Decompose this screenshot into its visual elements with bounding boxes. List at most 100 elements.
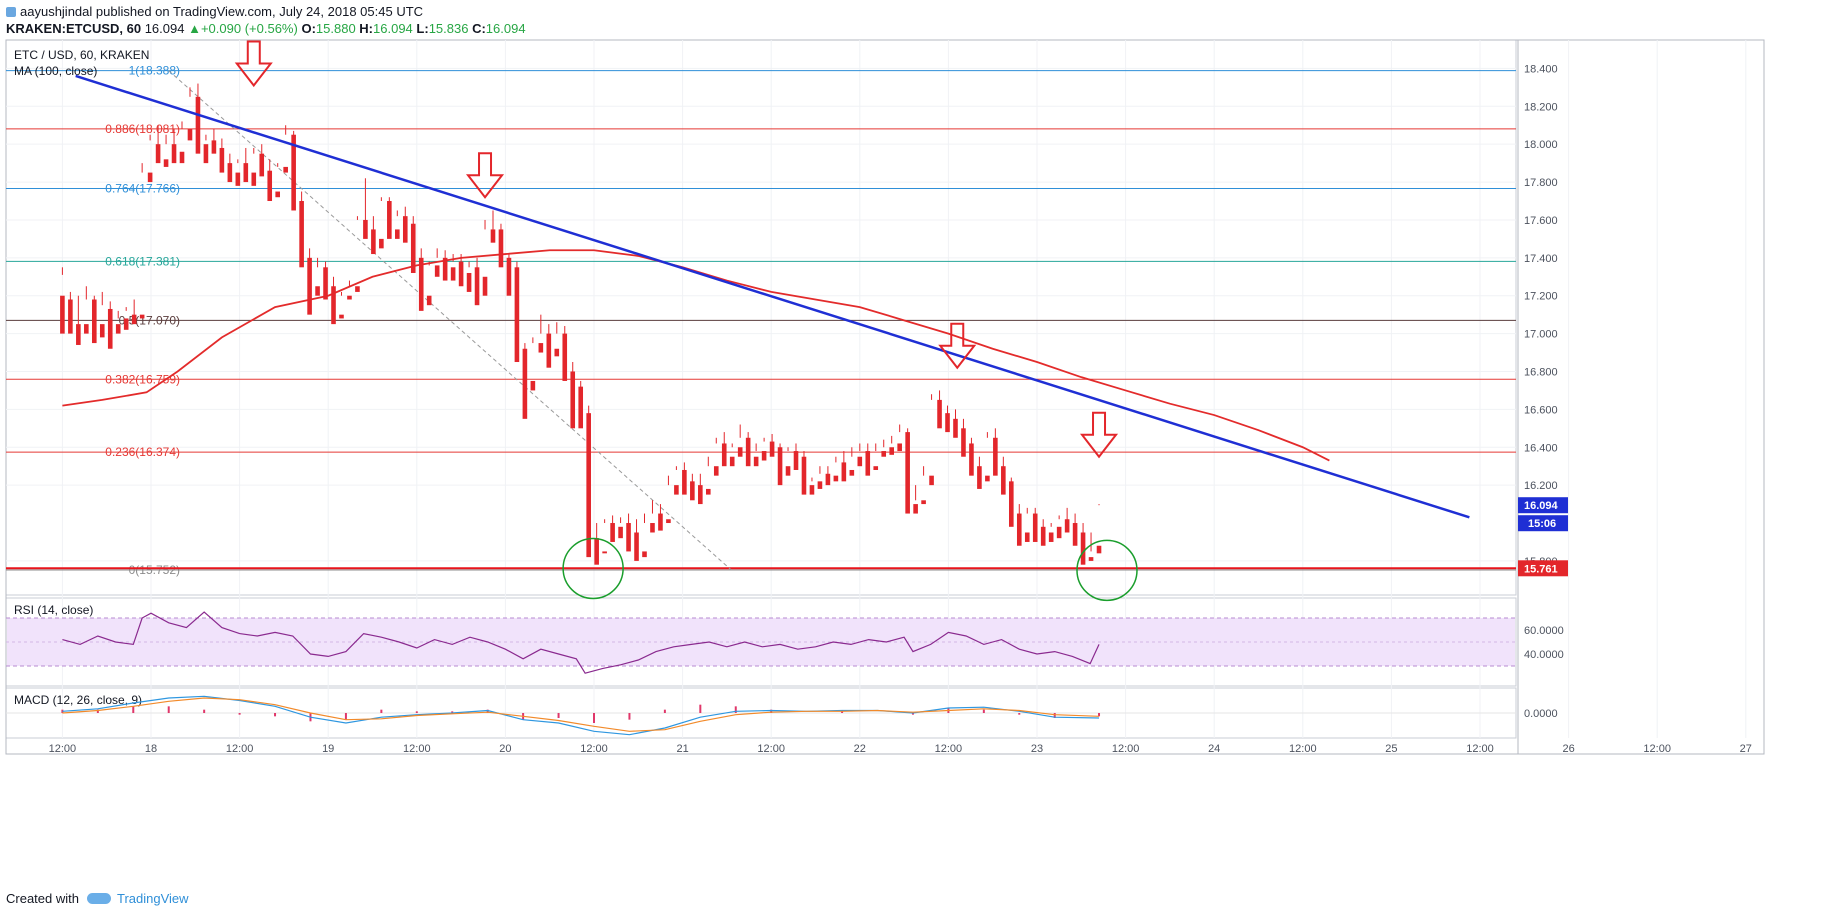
time-tick-label: 12:00 bbox=[49, 743, 77, 755]
time-tick-label: 12:00 bbox=[1643, 743, 1671, 755]
candle-body bbox=[809, 485, 815, 495]
symbol-line: KRAKEN:ETCUSD, 60 16.094 ▲+0.090 (+0.56%… bbox=[6, 21, 526, 36]
candle-body bbox=[889, 447, 894, 455]
candle-body bbox=[60, 295, 65, 334]
chart-title: ETC / USD, 60, KRAKEN bbox=[14, 48, 149, 62]
candle-body bbox=[307, 257, 312, 315]
fib-level-label: 0.886(18.081) bbox=[105, 122, 180, 136]
candle-body bbox=[347, 295, 352, 300]
support-circle-icon bbox=[562, 537, 624, 600]
candle-body bbox=[1040, 526, 1046, 546]
rsi-line bbox=[62, 611, 1100, 674]
candle-body bbox=[713, 466, 719, 476]
price-tick-label: 17.400 bbox=[1524, 253, 1558, 265]
candle-body bbox=[929, 475, 934, 486]
macd-tick-label: 0.0000 bbox=[1524, 708, 1558, 720]
candle-body bbox=[123, 318, 129, 330]
candle-body bbox=[323, 267, 328, 300]
candle-body bbox=[769, 441, 775, 457]
candle-body bbox=[355, 286, 360, 292]
support-price-badge-text: 15.761 bbox=[1524, 563, 1558, 575]
candle-body bbox=[674, 485, 679, 495]
candle-body bbox=[466, 272, 472, 292]
candle-body bbox=[426, 295, 432, 306]
ma-legend-label: MA (100, close) bbox=[14, 64, 97, 78]
candle-body bbox=[1032, 513, 1038, 542]
candle-body bbox=[1072, 523, 1078, 546]
candle-body bbox=[578, 386, 584, 429]
candle-body bbox=[434, 265, 440, 277]
candle-body bbox=[546, 333, 552, 368]
candle-body bbox=[1009, 481, 1014, 527]
candle-body bbox=[498, 229, 504, 268]
created-with-text: Created with bbox=[6, 891, 79, 906]
rsi-tick-label: 40.0000 bbox=[1524, 649, 1564, 661]
time-tick-label: 12:00 bbox=[1289, 743, 1317, 755]
candle-body bbox=[76, 324, 81, 345]
candle-body bbox=[618, 526, 623, 539]
last-price: 16.094 bbox=[144, 21, 185, 36]
resistance-arrow-icon bbox=[938, 322, 977, 370]
price-tick-label: 16.400 bbox=[1524, 442, 1558, 454]
price-tick-label: 17.800 bbox=[1524, 177, 1558, 189]
candle-body bbox=[658, 513, 663, 531]
candle-body bbox=[91, 299, 97, 344]
candle-body bbox=[131, 314, 137, 325]
candle-body bbox=[881, 451, 887, 457]
candle-body bbox=[594, 538, 599, 565]
fib-level-label: 0.236(16.374) bbox=[105, 445, 180, 459]
last-price-badge bbox=[1518, 497, 1568, 514]
candle-body bbox=[155, 144, 161, 164]
low-label: L: bbox=[416, 21, 429, 36]
candle-body bbox=[993, 437, 998, 476]
tradingview-link[interactable]: TradingView bbox=[116, 891, 189, 906]
candle-body bbox=[1088, 557, 1094, 561]
candle-body bbox=[442, 257, 448, 281]
time-tick-label: 23 bbox=[1031, 743, 1043, 755]
published-text: published on TradingView.com, July 24, 2… bbox=[95, 4, 424, 19]
open-label: O: bbox=[301, 21, 316, 36]
candle-body bbox=[849, 469, 855, 476]
countdown-badge bbox=[1518, 515, 1568, 532]
candle-body bbox=[897, 443, 902, 452]
time-tick-label: 12:00 bbox=[1112, 743, 1140, 755]
candle-body bbox=[139, 314, 145, 319]
candle-body bbox=[418, 257, 424, 311]
resistance-arrow-icon bbox=[234, 40, 273, 88]
resistance-arrow-icon bbox=[1079, 411, 1119, 459]
time-tick-label: 27 bbox=[1740, 743, 1752, 755]
candle-body bbox=[1080, 532, 1086, 565]
price-tick-label: 16.200 bbox=[1524, 480, 1558, 492]
candle-body bbox=[737, 447, 743, 457]
candle-body bbox=[267, 170, 273, 202]
trendline bbox=[75, 74, 1470, 519]
candle-body bbox=[530, 380, 536, 391]
candle-body bbox=[562, 333, 568, 381]
candle-body bbox=[873, 466, 879, 470]
candle-body bbox=[275, 191, 280, 198]
candle-body bbox=[371, 229, 376, 255]
candle-body bbox=[283, 166, 288, 173]
price-tick-label: 17.000 bbox=[1524, 329, 1558, 341]
candle-body bbox=[490, 229, 496, 243]
candle-body bbox=[586, 413, 591, 558]
candle-body bbox=[753, 456, 759, 467]
tradingview-cloud-icon bbox=[86, 893, 111, 904]
close-value: 16.094 bbox=[485, 21, 526, 36]
fib-level-label: 1(18.388) bbox=[129, 64, 180, 78]
candle-body bbox=[945, 413, 950, 433]
time-tick-label: 22 bbox=[854, 743, 866, 755]
time-tick-label: 26 bbox=[1562, 743, 1574, 755]
candle-body bbox=[315, 286, 320, 296]
time-tick-label: 20 bbox=[499, 743, 511, 755]
candle-body bbox=[777, 447, 783, 486]
tradingview-logo-icon bbox=[6, 7, 16, 17]
candle-body bbox=[961, 428, 966, 457]
candle-body bbox=[450, 267, 456, 281]
fib-level-label: 0.764(17.766) bbox=[105, 182, 180, 196]
candle-body bbox=[729, 456, 735, 467]
author-name[interactable]: aayushjindal bbox=[20, 4, 93, 19]
time-tick-label: 12:00 bbox=[935, 743, 963, 755]
candle-body bbox=[817, 481, 823, 489]
